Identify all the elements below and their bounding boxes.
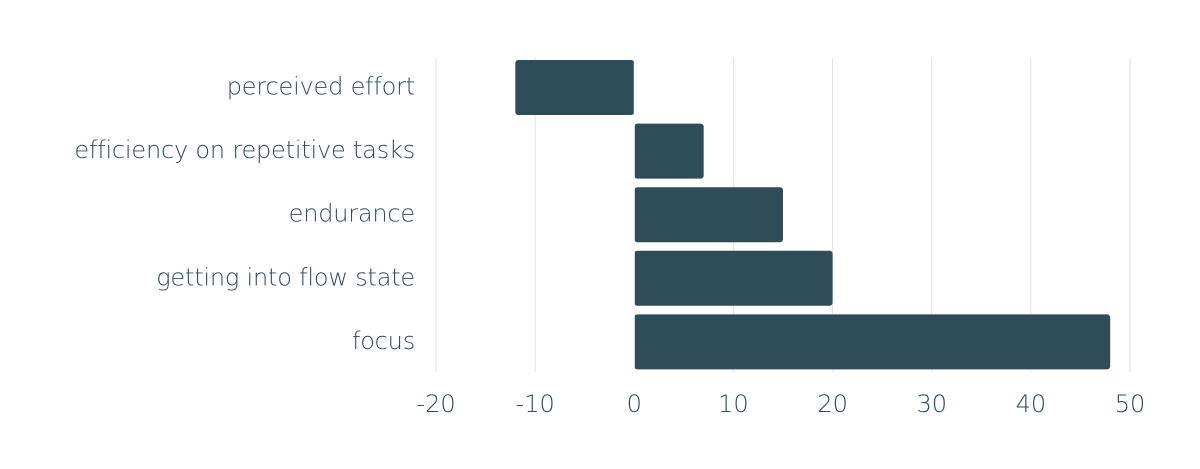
- bar-4: [634, 314, 1111, 370]
- bars: [515, 60, 1111, 370]
- category-label-4: focus: [352, 327, 415, 355]
- category-label-3: getting into flow state: [156, 263, 415, 291]
- bar-0: [515, 60, 635, 115]
- category-label-0: perceived effort: [227, 73, 415, 101]
- bar-2: [634, 187, 783, 243]
- x-tick-label-2: 0: [627, 390, 642, 418]
- category-labels: perceived effort efficiency on repetitive…: [74, 73, 415, 355]
- x-tick-label-7: 50: [1115, 390, 1146, 418]
- x-tick-label-0: -20: [416, 390, 455, 418]
- category-label-2: endurance: [289, 200, 415, 228]
- x-tick-label-6: 40: [1016, 390, 1047, 418]
- bar-3: [634, 250, 833, 306]
- category-label-1: efficiency on repetitive tasks: [74, 136, 415, 164]
- bar-1: [634, 123, 704, 179]
- x-tick-label-1: -10: [516, 390, 555, 418]
- x-tick-label-5: 30: [916, 390, 947, 418]
- x-tick-label-3: 10: [718, 390, 749, 418]
- x-axis-tick-labels: -20 -10 0 10 20 30 40 50: [416, 390, 1145, 418]
- x-tick-label-4: 20: [817, 390, 848, 418]
